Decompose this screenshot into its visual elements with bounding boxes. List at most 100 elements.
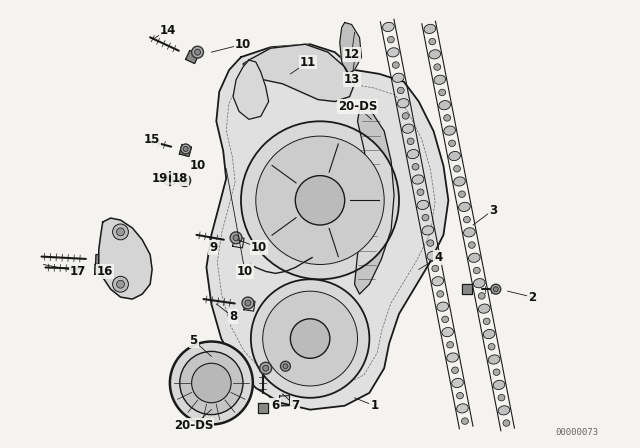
Text: 14: 14 bbox=[160, 24, 176, 37]
Circle shape bbox=[493, 287, 499, 292]
Circle shape bbox=[180, 351, 243, 414]
Circle shape bbox=[179, 175, 191, 186]
Ellipse shape bbox=[493, 369, 500, 375]
Circle shape bbox=[295, 176, 345, 225]
Ellipse shape bbox=[429, 50, 441, 59]
Ellipse shape bbox=[463, 216, 470, 223]
Circle shape bbox=[262, 291, 358, 386]
Text: 11: 11 bbox=[300, 56, 316, 69]
Circle shape bbox=[242, 297, 254, 309]
Circle shape bbox=[245, 300, 251, 306]
Circle shape bbox=[262, 365, 269, 371]
Circle shape bbox=[116, 280, 124, 288]
Ellipse shape bbox=[429, 39, 436, 45]
Ellipse shape bbox=[478, 293, 485, 299]
Ellipse shape bbox=[397, 87, 404, 94]
Ellipse shape bbox=[444, 126, 456, 135]
Circle shape bbox=[233, 235, 239, 241]
Ellipse shape bbox=[397, 99, 409, 108]
Text: 00000073: 00000073 bbox=[556, 428, 598, 437]
Ellipse shape bbox=[444, 115, 451, 121]
Text: 20-DS: 20-DS bbox=[174, 419, 213, 432]
Circle shape bbox=[291, 319, 330, 358]
Ellipse shape bbox=[436, 291, 444, 297]
Ellipse shape bbox=[422, 215, 429, 221]
Text: 7: 7 bbox=[291, 399, 300, 412]
Circle shape bbox=[260, 362, 271, 374]
Circle shape bbox=[113, 276, 129, 292]
Ellipse shape bbox=[461, 418, 468, 424]
Circle shape bbox=[256, 136, 384, 264]
Text: 6: 6 bbox=[271, 399, 280, 412]
Circle shape bbox=[195, 49, 200, 55]
Ellipse shape bbox=[447, 341, 454, 348]
Circle shape bbox=[191, 363, 231, 403]
Text: 19: 19 bbox=[152, 172, 168, 185]
Text: 10: 10 bbox=[189, 159, 205, 172]
Ellipse shape bbox=[442, 327, 454, 336]
Ellipse shape bbox=[437, 302, 449, 311]
Polygon shape bbox=[280, 396, 290, 406]
Ellipse shape bbox=[442, 316, 449, 323]
Ellipse shape bbox=[458, 191, 465, 198]
Ellipse shape bbox=[417, 200, 429, 210]
Ellipse shape bbox=[449, 151, 460, 161]
Text: 4: 4 bbox=[435, 251, 443, 264]
Ellipse shape bbox=[456, 404, 468, 413]
Ellipse shape bbox=[493, 380, 505, 389]
Ellipse shape bbox=[432, 276, 444, 286]
Ellipse shape bbox=[403, 124, 414, 133]
Text: 13: 13 bbox=[344, 73, 360, 86]
Ellipse shape bbox=[488, 344, 495, 350]
Ellipse shape bbox=[456, 392, 463, 399]
Polygon shape bbox=[462, 284, 472, 294]
Ellipse shape bbox=[503, 420, 510, 426]
Polygon shape bbox=[95, 254, 106, 265]
Text: 9: 9 bbox=[209, 241, 218, 254]
Ellipse shape bbox=[478, 304, 490, 313]
Polygon shape bbox=[355, 107, 394, 294]
Ellipse shape bbox=[427, 240, 434, 246]
Text: 3: 3 bbox=[489, 204, 497, 217]
Ellipse shape bbox=[422, 226, 434, 235]
Circle shape bbox=[113, 224, 129, 240]
Text: 2: 2 bbox=[528, 291, 536, 304]
Ellipse shape bbox=[454, 177, 465, 186]
Ellipse shape bbox=[407, 138, 414, 145]
Ellipse shape bbox=[424, 24, 436, 34]
Ellipse shape bbox=[412, 164, 419, 170]
Text: 1: 1 bbox=[371, 399, 378, 412]
Circle shape bbox=[230, 232, 242, 244]
Ellipse shape bbox=[449, 140, 456, 146]
Circle shape bbox=[280, 361, 291, 371]
Circle shape bbox=[180, 144, 191, 154]
Polygon shape bbox=[244, 300, 255, 311]
Circle shape bbox=[251, 279, 369, 398]
Polygon shape bbox=[340, 22, 362, 74]
Polygon shape bbox=[179, 144, 191, 156]
Circle shape bbox=[170, 341, 253, 425]
Text: 8: 8 bbox=[229, 310, 237, 323]
Circle shape bbox=[491, 284, 500, 294]
Ellipse shape bbox=[463, 228, 476, 237]
Circle shape bbox=[182, 177, 188, 184]
Ellipse shape bbox=[439, 101, 451, 110]
Circle shape bbox=[191, 46, 204, 58]
Text: 15: 15 bbox=[144, 133, 160, 146]
Text: 18: 18 bbox=[172, 172, 188, 185]
Polygon shape bbox=[233, 237, 244, 248]
Ellipse shape bbox=[474, 267, 480, 274]
Polygon shape bbox=[258, 403, 268, 413]
Ellipse shape bbox=[417, 189, 424, 195]
Ellipse shape bbox=[407, 150, 419, 159]
Ellipse shape bbox=[434, 64, 441, 70]
Circle shape bbox=[183, 146, 188, 151]
Circle shape bbox=[182, 177, 188, 184]
Ellipse shape bbox=[452, 367, 458, 374]
Ellipse shape bbox=[468, 253, 480, 263]
Ellipse shape bbox=[387, 36, 394, 43]
Ellipse shape bbox=[474, 279, 485, 288]
Ellipse shape bbox=[483, 318, 490, 325]
Circle shape bbox=[167, 176, 173, 181]
Ellipse shape bbox=[402, 113, 409, 119]
